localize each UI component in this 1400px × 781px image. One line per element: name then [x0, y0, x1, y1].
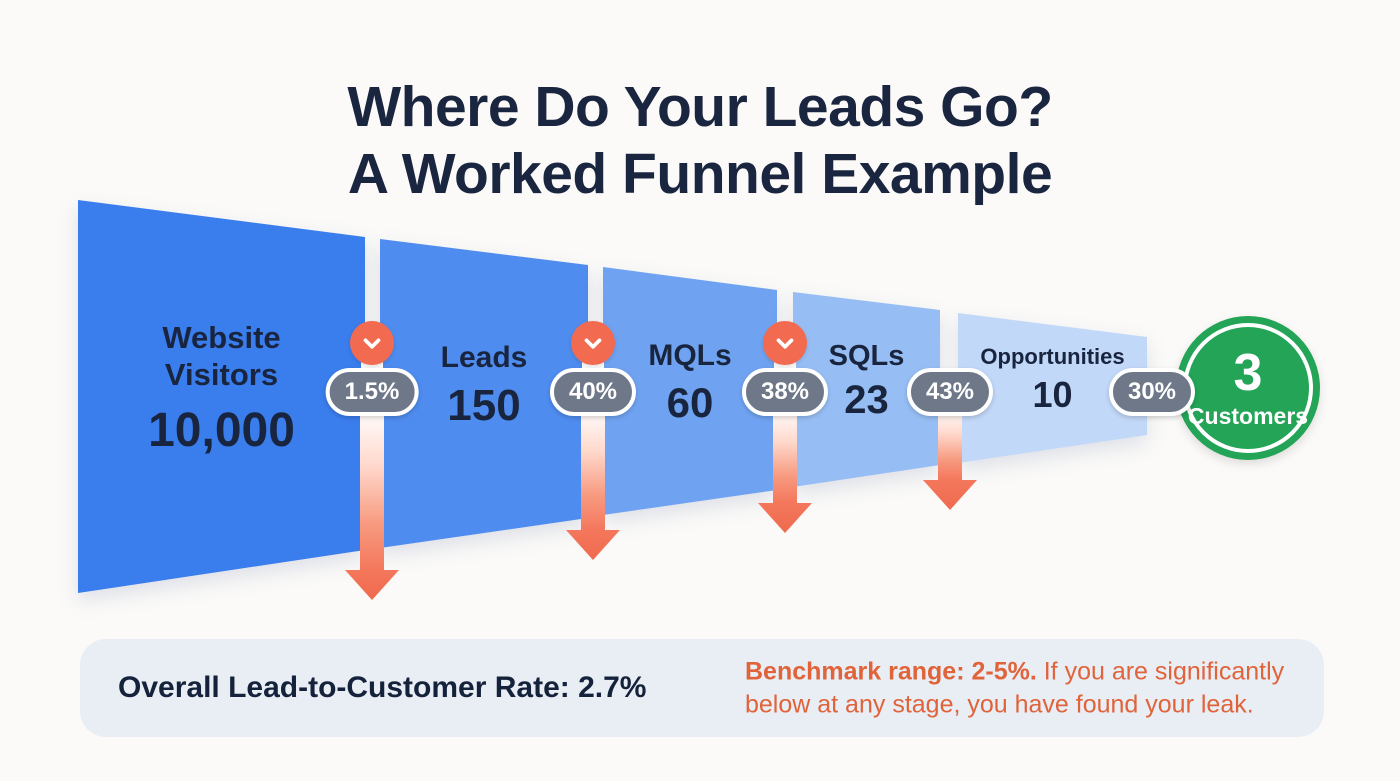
segment-label: Website Visitors — [162, 319, 281, 392]
chevron-down-icon — [350, 321, 394, 365]
conversion-rate-badge: 40% — [549, 368, 637, 416]
title-line-1: Where Do Your Leads Go? — [347, 75, 1053, 140]
customers-result-circle: 3 Customers — [1176, 316, 1320, 460]
segment-label: Opportunities — [980, 344, 1125, 369]
chevron-down-icon — [571, 321, 615, 365]
segment-label: SQLs — [828, 340, 905, 372]
segment-value: 23 — [844, 378, 889, 422]
circle-inner-ring — [1183, 323, 1313, 453]
drop-arrow-shaft — [360, 408, 384, 570]
drop-arrow-shaft — [938, 408, 962, 480]
conversion-rate-badge: 43% — [906, 368, 994, 416]
benchmark-rest-text: If you are significantly below at any st… — [745, 657, 1285, 719]
drop-arrow-head-icon — [923, 480, 977, 510]
drop-arrow-shaft — [773, 408, 797, 503]
conversion-rate-badge: 38% — [741, 368, 829, 416]
drop-arrow-head-icon — [758, 503, 812, 533]
segment-value: 150 — [447, 380, 521, 430]
summary-bar: Overall Lead-to-Customer Rate: 2.7% Benc… — [80, 639, 1324, 737]
segment-label: Leads — [440, 340, 528, 374]
overall-rate-text: Overall Lead-to-Customer Rate: 2.7% — [118, 671, 647, 704]
segment-shape: Website Visitors 10,000 — [78, 200, 365, 593]
funnel-segment-website-visitors: Website Visitors 10,000 — [78, 200, 365, 593]
title-line-2: A Worked Funnel Example — [347, 141, 1053, 206]
segment-value: 10 — [1032, 374, 1073, 415]
benchmark-range-bold: Benchmark range: 2-5%. — [745, 657, 1037, 686]
chevron-down-icon — [763, 321, 807, 365]
segment-value: 60 — [666, 379, 714, 426]
page-title: Where Do Your Leads Go? A Worked Funnel … — [0, 74, 1400, 207]
segment-value: 10,000 — [148, 404, 295, 458]
conversion-rate-badge: 30% — [1108, 368, 1196, 416]
conversion-rate-badge: 1.5% — [325, 368, 419, 416]
segment-label: MQLs — [648, 339, 732, 372]
benchmark-note: Benchmark range: 2-5%. If you are signif… — [745, 656, 1335, 721]
drop-arrow-shaft — [581, 408, 605, 530]
